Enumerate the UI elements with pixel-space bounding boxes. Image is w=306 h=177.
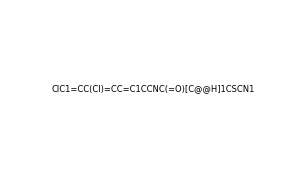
Text: ClC1=CC(Cl)=CC=C1CCNC(=O)[C@@H]1CSCN1: ClC1=CC(Cl)=CC=C1CCNC(=O)[C@@H]1CSCN1 — [51, 84, 255, 93]
